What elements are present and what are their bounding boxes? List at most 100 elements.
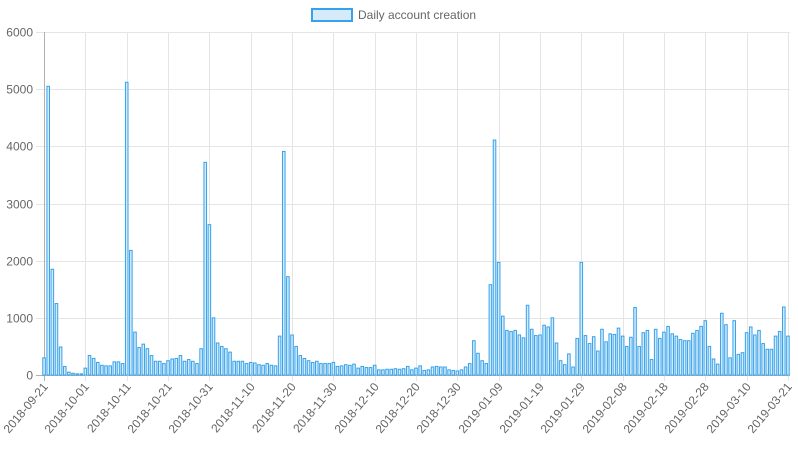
bar[interactable] bbox=[108, 365, 112, 376]
bar[interactable] bbox=[757, 329, 761, 376]
bar[interactable] bbox=[711, 358, 716, 376]
bar[interactable] bbox=[348, 364, 352, 376]
bar[interactable] bbox=[236, 360, 241, 376]
bar[interactable] bbox=[736, 353, 741, 376]
bar[interactable] bbox=[224, 348, 228, 376]
bar[interactable] bbox=[480, 360, 484, 376]
bar[interactable] bbox=[575, 337, 579, 376]
bar[interactable] bbox=[467, 363, 472, 376]
bar[interactable] bbox=[368, 367, 373, 376]
bar[interactable] bbox=[228, 351, 232, 376]
bar[interactable] bbox=[397, 368, 402, 376]
bar[interactable] bbox=[550, 317, 555, 376]
bar[interactable] bbox=[629, 336, 633, 376]
bar[interactable] bbox=[724, 324, 728, 376]
legend[interactable]: Daily account creation bbox=[311, 8, 476, 22]
bar[interactable] bbox=[83, 367, 88, 376]
bar[interactable] bbox=[616, 327, 621, 376]
bar[interactable] bbox=[137, 347, 141, 376]
bar[interactable] bbox=[496, 261, 501, 376]
bar[interactable] bbox=[765, 348, 770, 376]
bar[interactable] bbox=[476, 352, 480, 376]
bar[interactable] bbox=[546, 326, 551, 376]
bar[interactable] bbox=[715, 363, 720, 376]
bar[interactable] bbox=[306, 360, 311, 376]
bar[interactable] bbox=[46, 85, 50, 376]
bar[interactable] bbox=[257, 364, 261, 376]
bar[interactable] bbox=[686, 340, 691, 376]
bar[interactable] bbox=[451, 369, 455, 376]
bar[interactable] bbox=[166, 360, 170, 376]
bar[interactable] bbox=[372, 364, 377, 376]
bar[interactable] bbox=[50, 268, 55, 376]
bar[interactable] bbox=[761, 343, 765, 376]
bar[interactable] bbox=[174, 357, 179, 376]
bar[interactable] bbox=[579, 261, 584, 376]
bar[interactable] bbox=[459, 369, 464, 376]
bar[interactable] bbox=[315, 360, 319, 376]
bar[interactable] bbox=[393, 368, 398, 376]
bar[interactable] bbox=[232, 360, 236, 376]
bar[interactable] bbox=[699, 325, 703, 376]
bar[interactable] bbox=[773, 335, 778, 376]
bar[interactable] bbox=[158, 360, 162, 376]
bar[interactable] bbox=[596, 350, 600, 376]
bar[interactable] bbox=[641, 332, 646, 376]
bar[interactable] bbox=[335, 365, 340, 376]
bar[interactable] bbox=[87, 355, 92, 376]
bar[interactable] bbox=[600, 328, 604, 376]
bar[interactable] bbox=[261, 364, 265, 376]
bar[interactable] bbox=[182, 360, 187, 376]
bar[interactable] bbox=[620, 335, 625, 376]
bar[interactable] bbox=[786, 335, 790, 376]
bar[interactable] bbox=[670, 333, 675, 376]
bar[interactable] bbox=[542, 324, 546, 376]
bar[interactable] bbox=[707, 345, 712, 376]
bar[interactable] bbox=[79, 373, 84, 376]
bar[interactable] bbox=[294, 345, 298, 376]
bar[interactable] bbox=[753, 334, 757, 376]
bar[interactable] bbox=[178, 355, 183, 376]
bar[interactable] bbox=[170, 358, 174, 376]
bar[interactable] bbox=[422, 369, 427, 376]
bar[interactable] bbox=[401, 368, 406, 376]
bar[interactable] bbox=[327, 363, 331, 376]
bar[interactable] bbox=[777, 331, 782, 376]
bar[interactable] bbox=[133, 331, 137, 376]
bar[interactable] bbox=[488, 284, 493, 376]
bar[interactable] bbox=[124, 81, 129, 376]
bar[interactable] bbox=[439, 366, 443, 376]
bar[interactable] bbox=[637, 345, 641, 376]
bar[interactable] bbox=[418, 365, 422, 376]
bar[interactable] bbox=[662, 331, 666, 376]
bar[interactable] bbox=[695, 329, 699, 376]
bar[interactable] bbox=[104, 365, 108, 376]
bar[interactable] bbox=[153, 360, 158, 376]
bar[interactable] bbox=[253, 362, 257, 376]
bar[interactable] bbox=[112, 361, 117, 376]
bar[interactable] bbox=[96, 361, 100, 376]
bar[interactable] bbox=[71, 372, 75, 376]
bar[interactable] bbox=[538, 334, 542, 376]
bar[interactable] bbox=[678, 339, 683, 376]
bar[interactable] bbox=[286, 276, 290, 376]
bar[interactable] bbox=[331, 361, 336, 376]
bar[interactable] bbox=[430, 366, 435, 376]
bar[interactable] bbox=[649, 359, 654, 376]
bar[interactable] bbox=[558, 360, 563, 376]
bar[interactable] bbox=[666, 325, 670, 376]
bar[interactable] bbox=[604, 341, 608, 376]
bar[interactable] bbox=[54, 303, 59, 376]
bar[interactable] bbox=[513, 329, 517, 376]
bar[interactable] bbox=[612, 333, 617, 376]
bar[interactable] bbox=[277, 335, 282, 376]
bar[interactable] bbox=[633, 307, 637, 376]
bar[interactable] bbox=[682, 340, 687, 376]
bar[interactable] bbox=[703, 320, 708, 376]
bar[interactable] bbox=[319, 363, 323, 376]
bar[interactable] bbox=[195, 363, 199, 376]
bar[interactable] bbox=[244, 363, 249, 376]
bar[interactable] bbox=[75, 373, 79, 376]
bar[interactable] bbox=[509, 331, 513, 376]
bar[interactable] bbox=[191, 360, 195, 376]
